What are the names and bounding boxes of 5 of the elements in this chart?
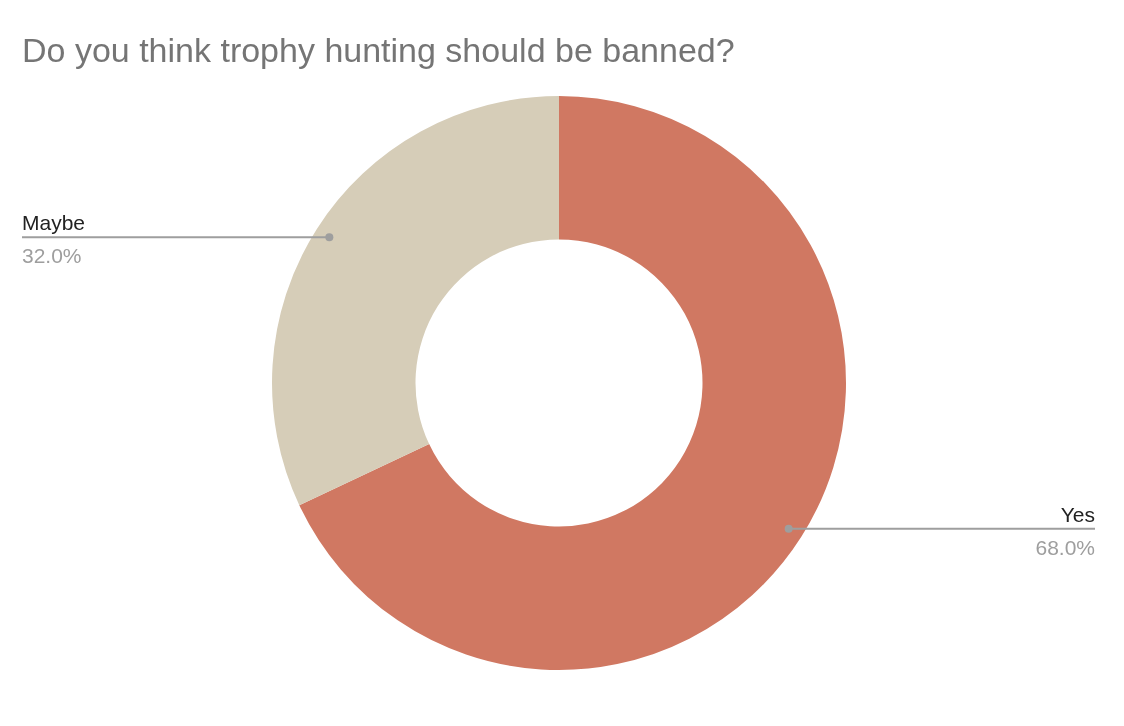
data-label: 68.0% [1035,535,1095,559]
data-label: 32.0% [22,244,82,268]
chart-title: Do you think trophy hunting should be banned? [22,31,735,69]
slice-label: Yes [1060,502,1095,526]
slice-label: Maybe [22,211,86,235]
